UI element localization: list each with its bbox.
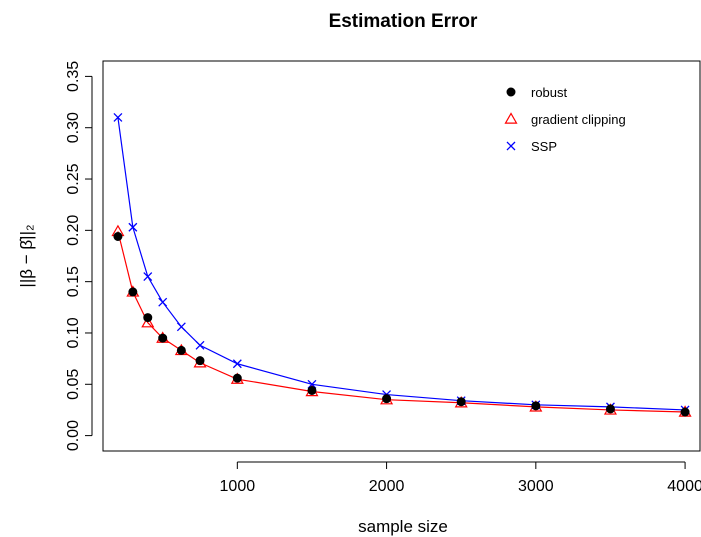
data-point-robust xyxy=(307,385,317,395)
x-tick-label: 1000 xyxy=(220,478,256,495)
data-point-robust xyxy=(680,407,690,417)
legend-label-robust: robust xyxy=(531,85,568,100)
y-tick-label: 0.00 xyxy=(65,420,82,451)
data-point-robust xyxy=(531,401,541,411)
legend-label-ssp: SSP xyxy=(531,139,557,154)
plot-frame xyxy=(102,60,701,452)
data-point-ssp xyxy=(128,222,138,232)
y-axis: 0.00 0.05 0.10 0.15 0.20 0.25 0.30 0.35 xyxy=(65,61,93,451)
series-ssp xyxy=(113,112,690,415)
x-tick-label: 4000 xyxy=(667,478,701,495)
series-gradient-clipping xyxy=(111,224,692,417)
data-point-ssp xyxy=(113,112,123,122)
x-tick-label: 2000 xyxy=(369,478,405,495)
data-point-ssp xyxy=(143,272,153,281)
data-point-robust xyxy=(176,345,186,355)
y-tick-label: 0.25 xyxy=(65,163,82,194)
legend-marker-ssp xyxy=(506,141,516,151)
y-axis-label: ||β − β̂||₂ xyxy=(17,224,36,287)
legend-marker-robust xyxy=(506,87,516,97)
data-point-robust xyxy=(113,232,123,241)
y-tick-label: 0.10 xyxy=(65,317,82,348)
x-axis-label: sample size xyxy=(358,517,448,536)
legend: robust gradient clipping SSP xyxy=(504,85,626,154)
data-point-robust xyxy=(456,397,466,407)
y-tick-label: 0.15 xyxy=(65,266,82,297)
y-tick-label: 0.20 xyxy=(65,215,82,246)
data-point-robust xyxy=(158,333,168,343)
data-point-ssp xyxy=(232,359,242,369)
data-point-robust xyxy=(128,287,138,297)
data-point-robust xyxy=(232,373,242,383)
data-point-gradient-clipping xyxy=(141,316,155,328)
data-point-ssp xyxy=(195,340,205,350)
data-point-ssp xyxy=(158,297,168,307)
y-tick-label: 0.30 xyxy=(65,112,82,143)
y-tick-label: 0.35 xyxy=(65,61,82,92)
series-robust xyxy=(113,232,690,417)
series-layer xyxy=(111,112,692,417)
data-point-robust xyxy=(382,394,392,404)
chart-title: Estimation Error xyxy=(329,11,478,32)
data-point-robust xyxy=(605,404,615,414)
legend-label-gradient-clipping: gradient clipping xyxy=(531,112,626,127)
data-point-robust xyxy=(143,313,153,323)
series-line-ssp xyxy=(117,117,686,411)
data-point-robust xyxy=(195,356,205,366)
x-tick-label: 3000 xyxy=(518,478,554,495)
data-point-ssp xyxy=(176,322,186,332)
x-axis: 1000 2000 3000 4000 xyxy=(220,461,701,495)
legend-marker-gradient-clipping xyxy=(504,112,518,124)
y-tick-label: 0.05 xyxy=(65,369,82,400)
series-line-gradient-clipping xyxy=(117,231,686,413)
